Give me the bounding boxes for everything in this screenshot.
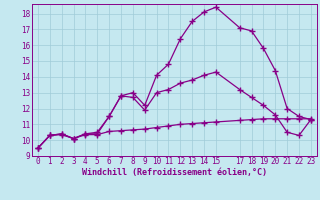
- X-axis label: Windchill (Refroidissement éolien,°C): Windchill (Refroidissement éolien,°C): [82, 168, 267, 177]
